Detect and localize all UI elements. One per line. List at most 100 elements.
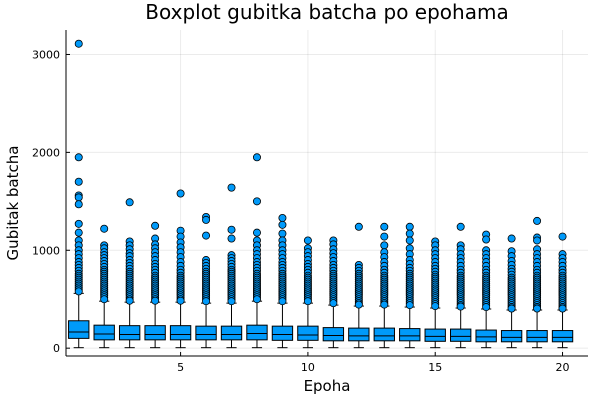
outlier-point (176, 296, 185, 305)
box-iqr (475, 329, 497, 343)
x-axis-label: Epoha (304, 377, 351, 395)
outlier-point (227, 183, 236, 192)
outlier-point (278, 297, 287, 306)
x-tick-label: 10 (301, 361, 315, 374)
outlier-point (74, 219, 83, 228)
outlier-point (533, 236, 542, 245)
box-epoch-14 (399, 222, 421, 349)
outlier-point (380, 222, 389, 231)
y-tick-label: 0 (53, 342, 60, 355)
outlier-point (252, 153, 261, 162)
box-epoch-5 (169, 189, 192, 349)
outlier-point (507, 234, 516, 243)
x-tick-label: 20 (556, 361, 570, 374)
outlier-point (151, 221, 160, 230)
box-epoch-11 (322, 236, 345, 349)
box-iqr (399, 328, 421, 342)
outlier-point (303, 297, 312, 306)
outlier-point (74, 200, 83, 209)
box-iqr (297, 325, 319, 341)
outlier-point (405, 236, 414, 245)
y-tick-label: 1000 (32, 244, 60, 257)
outlier-point (354, 300, 363, 309)
outlier-point (507, 304, 516, 313)
outlier-point (227, 234, 236, 243)
box-iqr (271, 325, 294, 341)
outlier-point (456, 302, 465, 311)
outlier-point (74, 177, 83, 186)
outlier-point (74, 193, 83, 202)
box-epoch-12 (348, 222, 370, 349)
outlier-point (202, 215, 211, 224)
box-epoch-10 (297, 236, 319, 349)
box-iqr (449, 328, 472, 342)
outlier-point (380, 241, 389, 250)
outlier-point (405, 229, 414, 238)
box-iqr (348, 327, 370, 342)
box-iqr (424, 328, 446, 342)
outlier-point (431, 302, 440, 311)
outlier-point (533, 216, 542, 225)
outlier-point (227, 225, 236, 234)
outlier-point (74, 228, 83, 237)
outlier-point (405, 301, 414, 310)
outlier-point (125, 296, 134, 305)
outlier-point (100, 224, 109, 233)
outlier-point (380, 232, 389, 241)
box-epoch-13 (373, 222, 395, 349)
box-epoch-4 (144, 221, 166, 349)
box-iqr (500, 330, 523, 343)
box-iqr (373, 327, 395, 342)
outlier-point (558, 232, 567, 241)
x-tick-label: 5 (177, 361, 184, 374)
outlier-point (202, 231, 211, 240)
outlier-point (354, 222, 363, 231)
outlier-point (533, 304, 542, 313)
box-epoch-8 (246, 153, 268, 349)
box-epoch-1 (68, 39, 90, 349)
outlier-point (74, 39, 83, 48)
box-epoch-2 (93, 224, 115, 349)
outlier-point (151, 296, 160, 305)
box-iqr (144, 325, 166, 341)
outlier-point (252, 197, 261, 206)
outlier-point (74, 153, 83, 162)
outlier-point (329, 299, 338, 308)
outlier-point (278, 229, 287, 238)
outlier-point (176, 189, 185, 198)
axes: 5 10 15 20 0 1000 2000 3000 (32, 30, 588, 374)
box-iqr (169, 325, 192, 341)
outlier-point (303, 236, 312, 245)
outlier-point (202, 297, 211, 306)
outlier-point (380, 300, 389, 309)
y-tick-label: 3000 (32, 48, 60, 61)
box-epoch-20 (551, 232, 574, 349)
box-epoch-6 (195, 212, 217, 349)
x-tick-label: 15 (428, 361, 442, 374)
outlier-point (278, 213, 287, 222)
box-iqr (220, 325, 243, 341)
box-epoch-3 (118, 198, 141, 349)
box-epoch-17 (475, 230, 497, 349)
box-iqr (118, 325, 141, 341)
box-epoch-16 (449, 222, 472, 349)
box-iqr (526, 330, 548, 343)
box-iqr (322, 327, 345, 342)
outlier-point (252, 295, 261, 304)
outlier-point (252, 228, 261, 237)
box-epoch-18 (500, 234, 523, 349)
outlier-point (74, 287, 83, 296)
box-iqr (246, 324, 268, 341)
box-epoch-19 (526, 216, 548, 349)
box-iqr (68, 320, 90, 339)
plot-area (68, 39, 574, 349)
box-epoch-9 (271, 213, 294, 349)
outlier-point (456, 222, 465, 231)
y-tick-label: 2000 (32, 146, 60, 159)
outlier-point (482, 235, 491, 244)
box-epoch-15 (424, 237, 446, 349)
outlier-point (558, 304, 567, 313)
outlier-point (482, 303, 491, 312)
outlier-point (100, 295, 109, 304)
